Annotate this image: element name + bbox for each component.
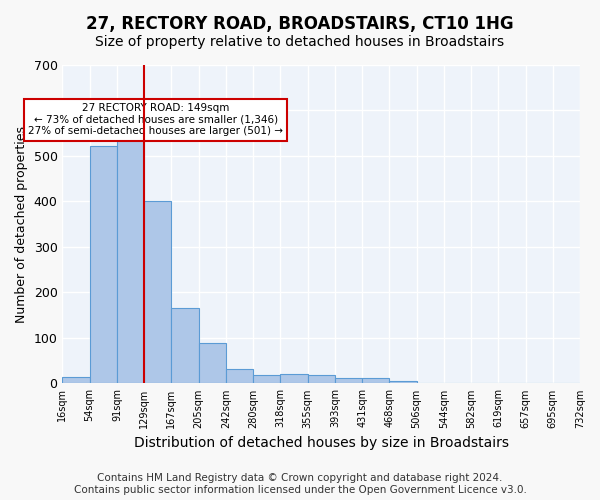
Bar — [280, 374, 308, 384]
Bar — [253, 375, 280, 384]
Bar — [144, 201, 172, 384]
Text: Contains HM Land Registry data © Crown copyright and database right 2024.
Contai: Contains HM Land Registry data © Crown c… — [74, 474, 526, 495]
Text: 27 RECTORY ROAD: 149sqm
← 73% of detached houses are smaller (1,346)
27% of semi: 27 RECTORY ROAD: 149sqm ← 73% of detache… — [28, 103, 283, 136]
Bar — [172, 308, 199, 384]
Bar — [62, 377, 89, 384]
Bar — [389, 380, 416, 384]
X-axis label: Distribution of detached houses by size in Broadstairs: Distribution of detached houses by size … — [134, 436, 509, 450]
Text: Size of property relative to detached houses in Broadstairs: Size of property relative to detached ho… — [95, 35, 505, 49]
Bar — [308, 375, 335, 384]
Bar — [89, 146, 117, 384]
Y-axis label: Number of detached properties: Number of detached properties — [15, 126, 28, 322]
Bar — [199, 344, 226, 384]
Text: 27, RECTORY ROAD, BROADSTAIRS, CT10 1HG: 27, RECTORY ROAD, BROADSTAIRS, CT10 1HG — [86, 15, 514, 33]
Bar — [362, 378, 389, 384]
Bar — [335, 378, 362, 384]
Bar — [117, 118, 144, 384]
Bar — [226, 369, 253, 384]
